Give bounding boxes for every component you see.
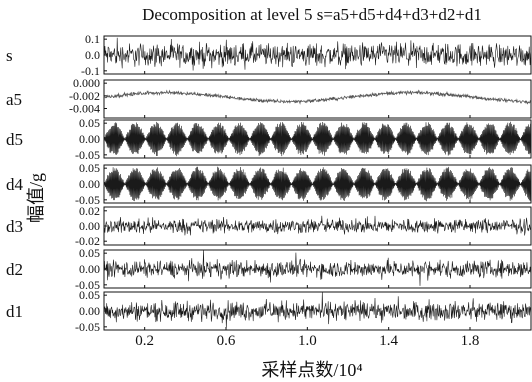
x-tick-label: 1.4 bbox=[379, 333, 398, 349]
series-label-d2: d2 bbox=[6, 260, 23, 279]
panel-s: s 0.1 0.0 -0.1 bbox=[6, 32, 532, 78]
x-tick-label: 1.0 bbox=[298, 333, 317, 349]
y-tick-label: 0.000 bbox=[73, 76, 100, 90]
series-label-d1: d1 bbox=[6, 302, 23, 321]
series-line-d5 bbox=[103, 121, 532, 157]
panel-d4: d4 0.05 0.00 -0.05 bbox=[6, 161, 532, 207]
y-tick-label: 0.0 bbox=[85, 48, 100, 62]
panel-frame bbox=[103, 79, 532, 119]
y-tick-label: 0.05 bbox=[79, 288, 100, 302]
y-tick-label: -0.004 bbox=[69, 102, 100, 116]
series-line-a5 bbox=[103, 89, 532, 105]
series-line-d2 bbox=[103, 249, 532, 286]
y-tick-label: 0.05 bbox=[79, 116, 100, 130]
y-tick-label: 0.00 bbox=[79, 304, 100, 318]
y-tick-label: 0.00 bbox=[79, 132, 100, 146]
x-axis: 0.2 0.6 1.0 1.4 1.8 bbox=[135, 333, 479, 349]
x-tick-label: 0.2 bbox=[135, 333, 154, 349]
y-tick-label: 0.02 bbox=[79, 204, 100, 218]
y-tick-label: -0.05 bbox=[75, 148, 100, 162]
series-line-d3 bbox=[103, 215, 532, 236]
y-tick-label: -0.02 bbox=[75, 234, 100, 248]
y-tick-label: -0.002 bbox=[69, 89, 100, 103]
panel-d1: d1 0.05 0.00 -0.05 bbox=[6, 288, 532, 334]
series-line-s bbox=[103, 37, 532, 71]
y-tick-label: 0.1 bbox=[85, 32, 100, 46]
y-tick-label: 0.05 bbox=[79, 246, 100, 260]
series-label-a5: a5 bbox=[6, 90, 22, 109]
series-line-d4 bbox=[103, 166, 532, 202]
y-axis-label: 幅值/g bbox=[26, 173, 46, 223]
subplot-panels: s 0.1 0.0 -0.1 a5 0.000-0.002-0.004 d5 0.05 0.00… bbox=[6, 32, 532, 334]
series-label-s: s bbox=[6, 46, 13, 65]
y-tick-label: -0.05 bbox=[75, 193, 100, 207]
x-tick-label: 1.8 bbox=[461, 333, 480, 349]
y-tick-label: -0.05 bbox=[75, 320, 100, 334]
y-tick-label: 0.05 bbox=[79, 161, 100, 175]
series-label-d3: d3 bbox=[6, 217, 23, 236]
y-tick-label: 0.00 bbox=[79, 177, 100, 191]
panel-a5: a5 0.000-0.002-0.004 bbox=[6, 76, 532, 119]
panel-d2: d2 0.05 0.00 -0.05 bbox=[6, 246, 532, 292]
y-tick-label: -0.05 bbox=[75, 278, 100, 292]
panel-d5: d5 0.05 0.00 -0.05 bbox=[6, 116, 532, 162]
chart-title: Decomposition at level 5 s=a5+d5+d4+d3+d… bbox=[142, 5, 482, 24]
series-label-d5: d5 bbox=[6, 130, 23, 149]
y-tick-label: 0.00 bbox=[79, 262, 100, 276]
x-axis-label: 采样点数/10⁴ bbox=[261, 360, 362, 380]
x-tick-label: 0.6 bbox=[217, 333, 236, 349]
y-tick-label: -0.1 bbox=[81, 64, 100, 78]
y-tick-label: 0.00 bbox=[79, 219, 100, 233]
panel-d3: d3 0.020.00-0.02 bbox=[6, 204, 532, 248]
series-line-d1 bbox=[103, 292, 532, 328]
series-label-d4: d4 bbox=[6, 175, 24, 194]
